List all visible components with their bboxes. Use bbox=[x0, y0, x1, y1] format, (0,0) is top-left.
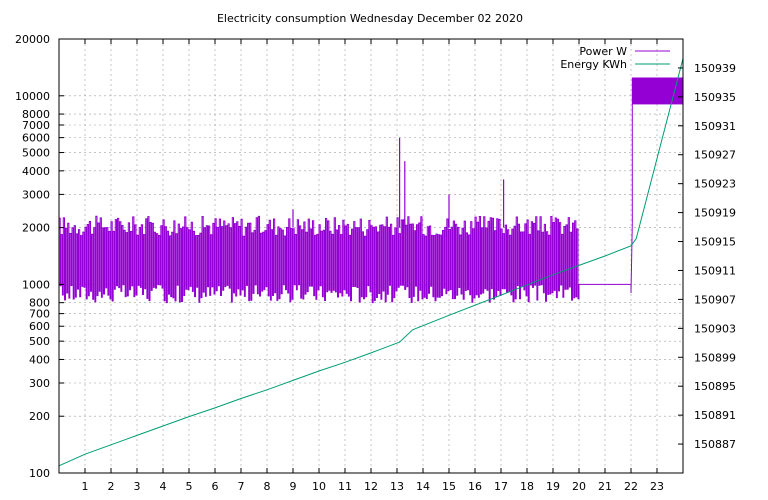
y-left-tick-label: 8000 bbox=[22, 108, 50, 121]
chart-title: Electricity consumption Wednesday Decemb… bbox=[217, 12, 523, 25]
y-left-tick-label: 7000 bbox=[22, 119, 50, 132]
y-right-tick-label: 150887 bbox=[694, 438, 736, 451]
y-left-tick-label: 100 bbox=[29, 467, 50, 480]
y-left-tick-label: 1000 bbox=[22, 278, 50, 291]
y-right-tick-label: 150907 bbox=[694, 293, 736, 306]
y-right-tick-label: 150903 bbox=[694, 322, 736, 335]
y-right-tick-label: 150919 bbox=[694, 207, 736, 220]
y-left-tick-label: 20000 bbox=[15, 33, 50, 46]
y-right-tick-label: 150895 bbox=[694, 380, 736, 393]
energy-series bbox=[58, 58, 684, 467]
x-tick-label: 22 bbox=[624, 480, 638, 493]
y-right-tick-label: 150923 bbox=[694, 178, 736, 191]
x-tick-label: 19 bbox=[546, 480, 560, 493]
x-tick-label: 21 bbox=[598, 480, 612, 493]
y-left-tick-label: 4000 bbox=[22, 165, 50, 178]
x-tick-label: 15 bbox=[442, 480, 456, 493]
x-tick-label: 2 bbox=[108, 480, 115, 493]
y-right-tick-label: 150927 bbox=[694, 149, 736, 162]
x-tick-label: 7 bbox=[238, 480, 245, 493]
legend: Power W Energy KWh bbox=[560, 45, 670, 71]
x-tick-label: 18 bbox=[520, 480, 534, 493]
y-left-tick-label: 500 bbox=[29, 335, 50, 348]
x-tick-label: 9 bbox=[290, 480, 297, 493]
x-tick-label: 20 bbox=[572, 480, 586, 493]
y-left-tick-label: 2000 bbox=[22, 222, 50, 235]
x-tick-label: 10 bbox=[312, 480, 326, 493]
y-left-tick-label: 700 bbox=[29, 308, 50, 321]
legend-label-energy: Energy KWh bbox=[560, 58, 627, 71]
right-y-axis: 150887 150891 150895 150899 150903 150907 1509… bbox=[678, 62, 736, 451]
y-left-tick-label: 6000 bbox=[22, 132, 50, 145]
power-line bbox=[59, 215, 633, 304]
x-tick-label: 1 bbox=[82, 480, 89, 493]
y-left-tick-label: 200 bbox=[29, 410, 50, 423]
y-left-tick-label: 300 bbox=[29, 377, 50, 390]
x-tick-label: 5 bbox=[186, 480, 193, 493]
y-right-tick-label: 150915 bbox=[694, 236, 736, 249]
x-axis: 1 2 3 4 5 6 7 8 9 10 11 12 13 14 15 16 17 18 19 20 21 22 23 bbox=[82, 39, 664, 493]
x-tick-label: 23 bbox=[650, 480, 664, 493]
y-left-tick-label: 3000 bbox=[22, 188, 50, 201]
x-tick-label: 12 bbox=[364, 480, 378, 493]
legend-label-power: Power W bbox=[579, 45, 627, 58]
power-high-band bbox=[632, 77, 683, 105]
y-right-tick-label: 150899 bbox=[694, 351, 736, 364]
x-tick-label: 4 bbox=[160, 480, 167, 493]
y-right-tick-label: 150939 bbox=[694, 62, 736, 75]
x-tick-label: 14 bbox=[416, 480, 430, 493]
x-tick-label: 16 bbox=[468, 480, 482, 493]
y-left-tick-label: 400 bbox=[29, 353, 50, 366]
x-tick-label: 11 bbox=[338, 480, 352, 493]
x-tick-label: 6 bbox=[212, 480, 219, 493]
y-right-tick-label: 150891 bbox=[694, 409, 736, 422]
y-left-tick-label: 5000 bbox=[22, 147, 50, 160]
y-right-tick-label: 150931 bbox=[694, 120, 736, 133]
y-right-tick-label: 150911 bbox=[694, 264, 736, 277]
x-tick-label: 3 bbox=[134, 480, 141, 493]
x-tick-label: 13 bbox=[390, 480, 404, 493]
x-tick-label: 8 bbox=[264, 480, 271, 493]
energy-line bbox=[58, 58, 684, 467]
y-right-tick-label: 150935 bbox=[694, 91, 736, 104]
x-tick-label: 17 bbox=[494, 480, 508, 493]
y-left-tick-label: 800 bbox=[29, 297, 50, 310]
y-left-tick-label: 10000 bbox=[15, 90, 50, 103]
y-left-tick-label: 600 bbox=[29, 320, 50, 333]
